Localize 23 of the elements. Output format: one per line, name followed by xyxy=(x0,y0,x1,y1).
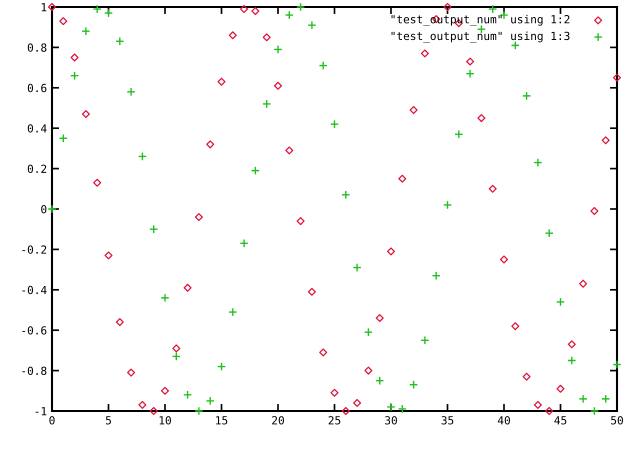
x-tick-label: 25 xyxy=(328,416,340,425)
y-tick-label: 0.6 xyxy=(28,84,46,92)
y-tick-label: 0.8 xyxy=(28,43,46,52)
y-tick-label: 0 xyxy=(41,205,46,214)
x-tick-label: 30 xyxy=(385,416,397,425)
x-tick-label: 50 xyxy=(611,416,623,425)
x-tick-label: 15 xyxy=(216,416,228,425)
y-tick-label: -0.6 xyxy=(22,326,46,335)
x-tick-label: 5 xyxy=(106,416,111,425)
y-tick-label: 0.2 xyxy=(28,164,46,174)
x-tick-label: 10 xyxy=(160,416,171,425)
y-tick-label: -0.2 xyxy=(22,245,46,254)
y-tick-label: 1 xyxy=(42,3,46,12)
y-tick-label: -0.4 xyxy=(22,286,47,294)
x-tick-label: 45 xyxy=(554,416,566,425)
x-tick-label: 0 xyxy=(49,416,55,425)
y-tick-label: -1 xyxy=(36,407,46,416)
x-tick-label: 40 xyxy=(498,416,510,425)
x-tick-label: 20 xyxy=(272,416,284,425)
y-tick-label: 0.4 xyxy=(28,124,47,133)
x-tick-label: 35 xyxy=(442,416,454,425)
y-tick-label: -0.8 xyxy=(22,366,46,376)
legend-label: "test_output_num" using 1:3 xyxy=(392,32,570,43)
